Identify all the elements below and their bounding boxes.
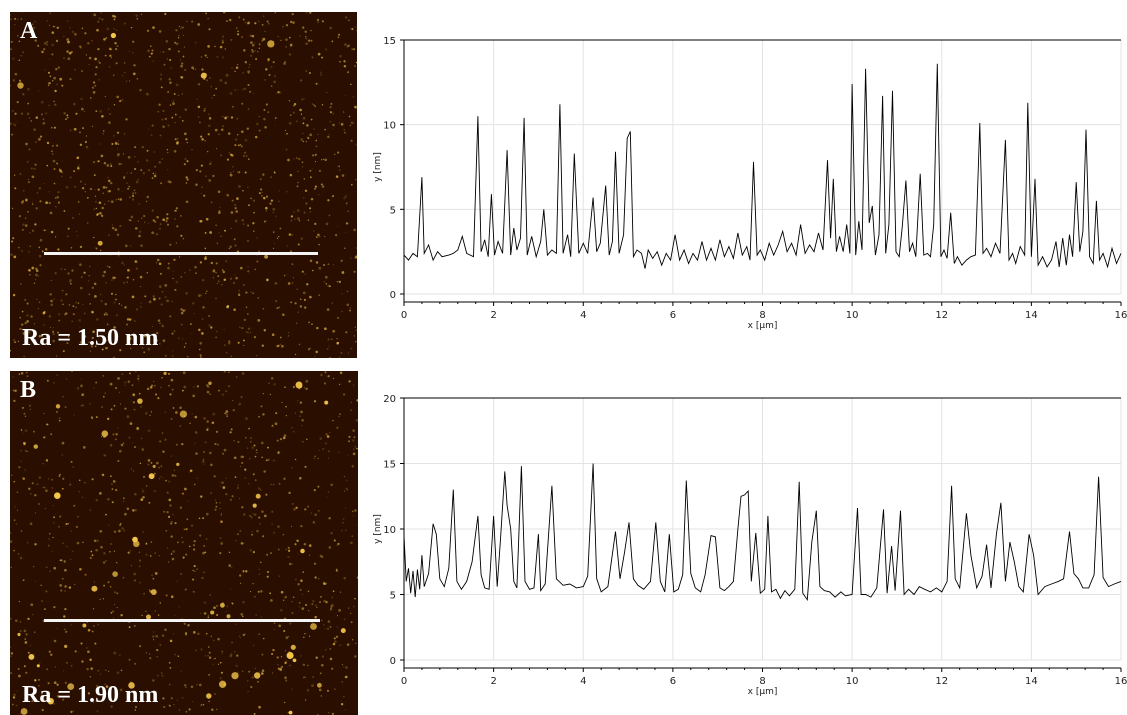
profile-line-a-0	[403, 63, 1122, 269]
height-profile-svg-b: 0 2 4 6 8 10 12 14 16 0 5 10 15 20 x [µm] y [nm]	[373, 394, 1127, 697]
y-tick-label-b-4: 20	[383, 394, 396, 405]
afm-image-b: B Ra = 1.90 nm	[10, 371, 358, 715]
x-tick-label-a-5: 10	[846, 310, 859, 321]
y-tick-label-a-2: 10	[383, 121, 396, 132]
panel-letter-a: A	[20, 18, 38, 44]
x-tick-label-b-5: 10	[846, 676, 859, 687]
x-axis-title-a: x [µm]	[748, 321, 778, 331]
roughness-label-b: Ra = 1.90 nm	[22, 682, 159, 708]
x-tick-label-a-2: 4	[580, 310, 586, 321]
y-tick-label-b-3: 15	[383, 460, 396, 471]
x-tick-label-a-0: 0	[401, 310, 407, 321]
afm-texture-a	[10, 12, 357, 358]
height-profile-chart-a: 0 2 4 6 8 10 12 14 16 0 5 10 15 x [µm] y [nm]	[366, 30, 1127, 334]
panel-letter-b: B	[20, 377, 37, 403]
y-tick-label-b-2: 10	[383, 525, 396, 536]
roughness-label-a: Ra = 1.50 nm	[22, 325, 159, 351]
y-tick-label-a-1: 5	[390, 205, 396, 216]
x-tick-label-b-2: 4	[580, 676, 586, 687]
y-tick-label-b-0: 0	[390, 656, 396, 667]
profile-line-b-0	[403, 463, 1122, 601]
height-profile-chart-b: 0 2 4 6 8 10 12 14 16 0 5 10 15 20 x [µm] y [nm]	[366, 388, 1127, 700]
x-tick-label-b-0: 0	[401, 676, 407, 687]
x-tick-label-a-7: 14	[1025, 310, 1038, 321]
y-axis-title-a: y [nm]	[373, 152, 383, 182]
x-tick-label-b-1: 2	[490, 676, 496, 687]
x-tick-label-b-3: 6	[670, 676, 676, 687]
x-tick-label-b-8: 16	[1115, 676, 1127, 687]
x-tick-label-a-3: 6	[670, 310, 676, 321]
y-tick-label-a-3: 15	[383, 36, 396, 47]
x-tick-label-b-4: 8	[759, 676, 765, 687]
x-tick-label-a-1: 2	[490, 310, 496, 321]
afm-texture-b	[10, 371, 358, 715]
height-profile-svg-a: 0 2 4 6 8 10 12 14 16 0 5 10 15 x [µm] y [nm]	[373, 36, 1127, 331]
x-tick-label-a-6: 12	[935, 310, 948, 321]
scan-line-b	[44, 619, 320, 622]
y-axis-title-b: y [nm]	[373, 514, 383, 544]
y-tick-label-b-1: 5	[390, 591, 396, 602]
x-tick-label-a-4: 8	[759, 310, 765, 321]
x-tick-label-b-6: 12	[935, 676, 948, 687]
scan-line-a	[44, 252, 318, 255]
y-tick-label-a-0: 0	[390, 290, 396, 301]
x-tick-label-a-8: 16	[1115, 310, 1127, 321]
x-axis-title-b: x [µm]	[748, 687, 778, 697]
afm-image-a: A Ra = 1.50 nm	[10, 12, 357, 358]
x-tick-label-b-7: 14	[1025, 676, 1038, 687]
